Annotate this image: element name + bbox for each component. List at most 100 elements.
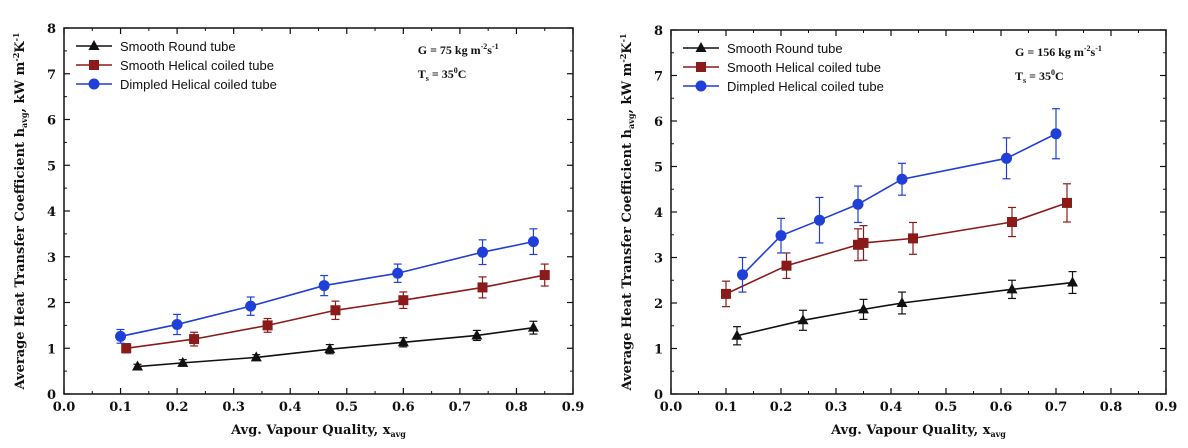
circle-marker (527, 236, 539, 248)
legend-label: Smooth Helical coiled tube (727, 60, 881, 75)
x-tick-label: 0.3 (825, 400, 848, 415)
legend-entry: Smooth Helical coiled tube (76, 58, 274, 73)
x-axis-label: Avg. Vapour Quality, xavg (230, 423, 406, 439)
series-round (132, 320, 539, 371)
triangle-marker (695, 42, 707, 52)
x-tick-label: 0.9 (1155, 400, 1178, 415)
x-tick-label: 0.2 (166, 400, 189, 415)
legend-label: Dimpled Helical coiled tube (120, 77, 277, 92)
circle-marker (115, 330, 127, 342)
x-tick-label: 0.9 (562, 400, 585, 415)
triangle-marker (1006, 283, 1018, 294)
square-marker (262, 320, 273, 331)
y-tick-label: 2 (654, 297, 663, 312)
x-tick-label: 0.4 (279, 400, 302, 415)
square-marker (189, 334, 200, 345)
y-tick-label: 1 (47, 342, 56, 357)
x-axis-label: Avg. Vapour Quality, xavg (830, 423, 1006, 439)
triangle-marker (132, 360, 144, 371)
y-tick-label: 0 (654, 388, 663, 403)
square-marker (721, 288, 731, 299)
chart-1: 0.0 0.1 0.2 0.3 0.4 0.5 0.6 0.7 0.8 0.9 0 1 2 3 4 5 6 7 8 A… (11, 22, 584, 439)
series-line (137, 326, 534, 368)
triangle-marker (527, 321, 539, 332)
x-tick-label: 0.0 (660, 400, 683, 415)
mass-flux-annotation: G = 156 kg m-2s-1 (1015, 44, 1102, 59)
triangle-marker (177, 356, 189, 367)
y-tick-label: 0 (47, 388, 56, 403)
y-tick-label: 7 (654, 70, 663, 85)
y-tick-label: 8 (654, 24, 663, 39)
square-marker (781, 260, 792, 271)
y-tick-label: 4 (654, 206, 663, 221)
mass-flux-annotation: G = 75 kg m-2s-1 (418, 42, 499, 57)
circle-marker (318, 280, 330, 292)
circle-marker (477, 246, 489, 258)
y-tick-label: 4 (47, 205, 56, 220)
x-tick-label: 0.1 (715, 400, 738, 415)
x-tick-label: 0.6 (990, 400, 1013, 415)
triangle-marker (88, 40, 100, 50)
x-tick-label: 0.4 (880, 400, 903, 415)
triangle-marker (471, 329, 483, 340)
x-tick-label: 0.1 (109, 400, 132, 415)
legend-label: Smooth Helical coiled tube (120, 58, 274, 73)
y-tick-label: 5 (654, 161, 663, 176)
triangle-marker (731, 329, 743, 340)
circle-marker (737, 269, 748, 281)
legend-label: Smooth Round tube (727, 41, 843, 56)
series-line (736, 281, 1073, 337)
series-smooth_helical (121, 263, 550, 354)
x-tick-label: 0.3 (222, 400, 245, 415)
saturation-temp-annotation: Ts = 350C (418, 66, 467, 83)
y-tick-label: 6 (47, 114, 56, 129)
square-marker (858, 237, 869, 248)
y-tick-label: 6 (654, 115, 663, 130)
legend-label: Dimpled Helical coiled tube (727, 79, 884, 94)
square-marker (853, 239, 863, 250)
triangle-marker (896, 297, 908, 307)
y-tick-label: 3 (47, 251, 56, 266)
chart-2: 0.0 0.1 0.2 0.3 0.4 0.5 0.6 0.7 0.8 0.9 0 1 2 3 4 5 6 7 8 A… (618, 24, 1177, 439)
legend-entry: Smooth Round tube (683, 41, 843, 56)
triangle-marker (1067, 276, 1078, 287)
series-dimpled_helical (115, 228, 539, 344)
triangle-marker (397, 336, 409, 347)
square-marker (477, 282, 488, 293)
series-dimpled_helical (737, 108, 1062, 293)
square-marker (696, 62, 706, 72)
y-tick-label: 3 (654, 252, 663, 267)
square-marker (1062, 197, 1072, 208)
y-tick-label: 5 (47, 159, 56, 174)
legend-label: Smooth Round tube (120, 39, 236, 54)
square-marker (398, 295, 409, 306)
circle-marker (1001, 152, 1012, 164)
legend-entry: Dimpled Helical coiled tube (683, 79, 884, 94)
triangle-marker (250, 351, 262, 362)
y-tick-label: 7 (47, 68, 56, 83)
x-tick-label: 0.7 (1045, 400, 1068, 415)
x-tick-label: 0.5 (335, 400, 358, 415)
circle-marker (245, 300, 257, 312)
series-round (731, 271, 1078, 346)
x-tick-label: 0.8 (1100, 400, 1123, 415)
circle-marker (775, 230, 787, 242)
x-tick-label: 0.0 (53, 400, 76, 415)
x-tick-label: 0.8 (505, 400, 528, 415)
y-tick-label: 8 (47, 22, 56, 37)
x-tick-label: 0.7 (449, 400, 472, 415)
legend-entry: Smooth Helical coiled tube (683, 60, 881, 75)
circle-marker (171, 318, 183, 330)
triangle-marker (797, 314, 809, 325)
x-tick-label: 0.2 (770, 400, 793, 415)
circle-marker (392, 267, 404, 279)
circle-marker (896, 173, 908, 185)
x-tick-label: 0.6 (392, 400, 415, 415)
series-smooth_helical (721, 183, 1072, 308)
circle-marker (852, 198, 864, 210)
circle-marker (814, 214, 825, 226)
circle-marker (695, 80, 707, 92)
square-marker (330, 305, 341, 316)
y-axis-label: Average Heat Transfer Coefficient havg, … (11, 32, 29, 390)
